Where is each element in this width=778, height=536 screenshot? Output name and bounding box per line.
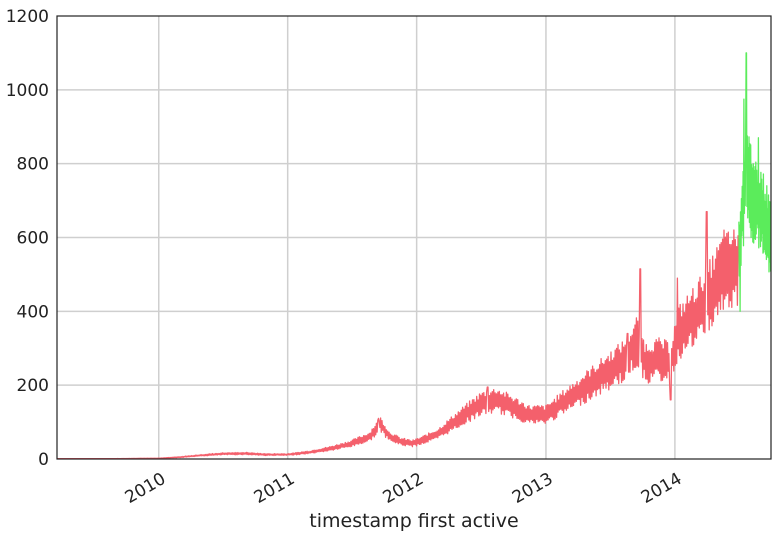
grid-lines (57, 16, 771, 459)
series-line-1 (56, 211, 739, 460)
y-tick-label: 400 (17, 302, 49, 322)
x-tick-label: 2010 (122, 469, 169, 508)
x-axis-title: timestamp first active (309, 510, 518, 532)
x-tick-label: 2013 (509, 469, 556, 508)
y-tick-label: 800 (17, 155, 49, 175)
y-tick-labels: 0 200 400 600 800 1000 1200 (6, 7, 49, 470)
y-tick-label: 1200 (6, 7, 49, 27)
series-layer (56, 52, 772, 460)
plot-frame (56, 15, 772, 460)
y-tick-label: 200 (17, 376, 49, 396)
y-tick-label: 1000 (6, 81, 49, 101)
x-tick-labels: 2010 2011 2012 2013 2014 (122, 469, 686, 508)
series-line-2 (738, 52, 772, 312)
x-tick-label: 2011 (251, 469, 298, 508)
y-tick-label: 600 (17, 229, 49, 249)
x-tick-label: 2014 (638, 469, 685, 508)
x-tick-label: 2012 (380, 469, 427, 508)
y-tick-label: 0 (38, 450, 49, 470)
